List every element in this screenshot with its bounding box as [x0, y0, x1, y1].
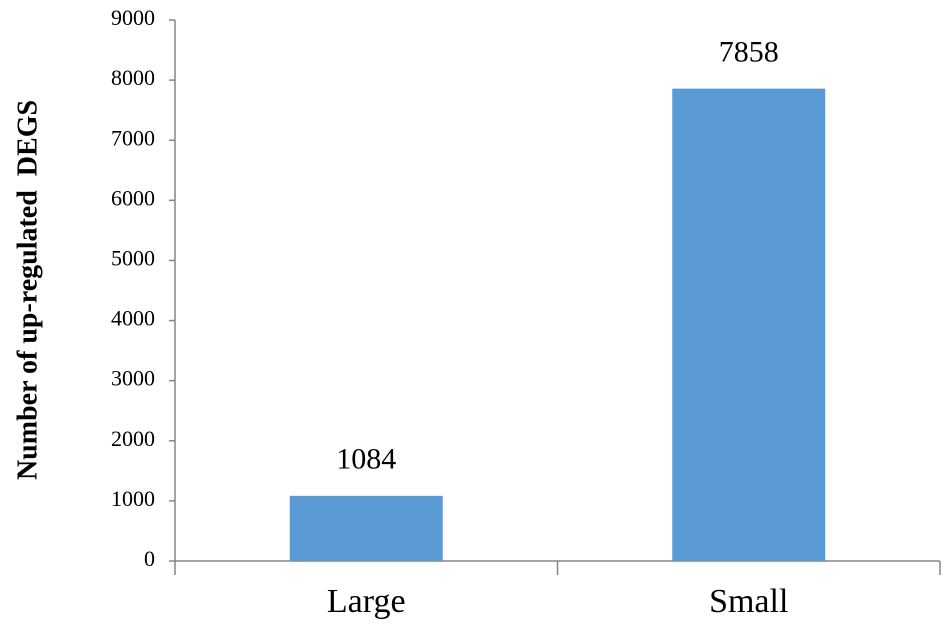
- bar: [289, 495, 443, 561]
- x-tick-label: Large: [327, 583, 406, 620]
- y-tick-label: 9000: [111, 5, 155, 30]
- y-tick-label: 5000: [111, 245, 155, 270]
- y-tick-label: 2000: [111, 426, 155, 451]
- y-tick-label: 6000: [111, 185, 155, 210]
- y-tick-label: 7000: [111, 125, 155, 150]
- y-tick-label: 8000: [111, 65, 155, 90]
- data-label: 7858: [719, 36, 779, 69]
- x-tick-label: Small: [709, 583, 788, 620]
- y-axis-title: Number of up-regulated DEGS: [12, 100, 43, 480]
- y-tick-label: 4000: [111, 306, 155, 331]
- y-tick-label: 3000: [111, 366, 155, 391]
- y-tick-label: 0: [144, 546, 155, 571]
- bar: [672, 88, 826, 562]
- data-label: 1084: [336, 443, 396, 476]
- y-tick-label: 1000: [111, 486, 155, 511]
